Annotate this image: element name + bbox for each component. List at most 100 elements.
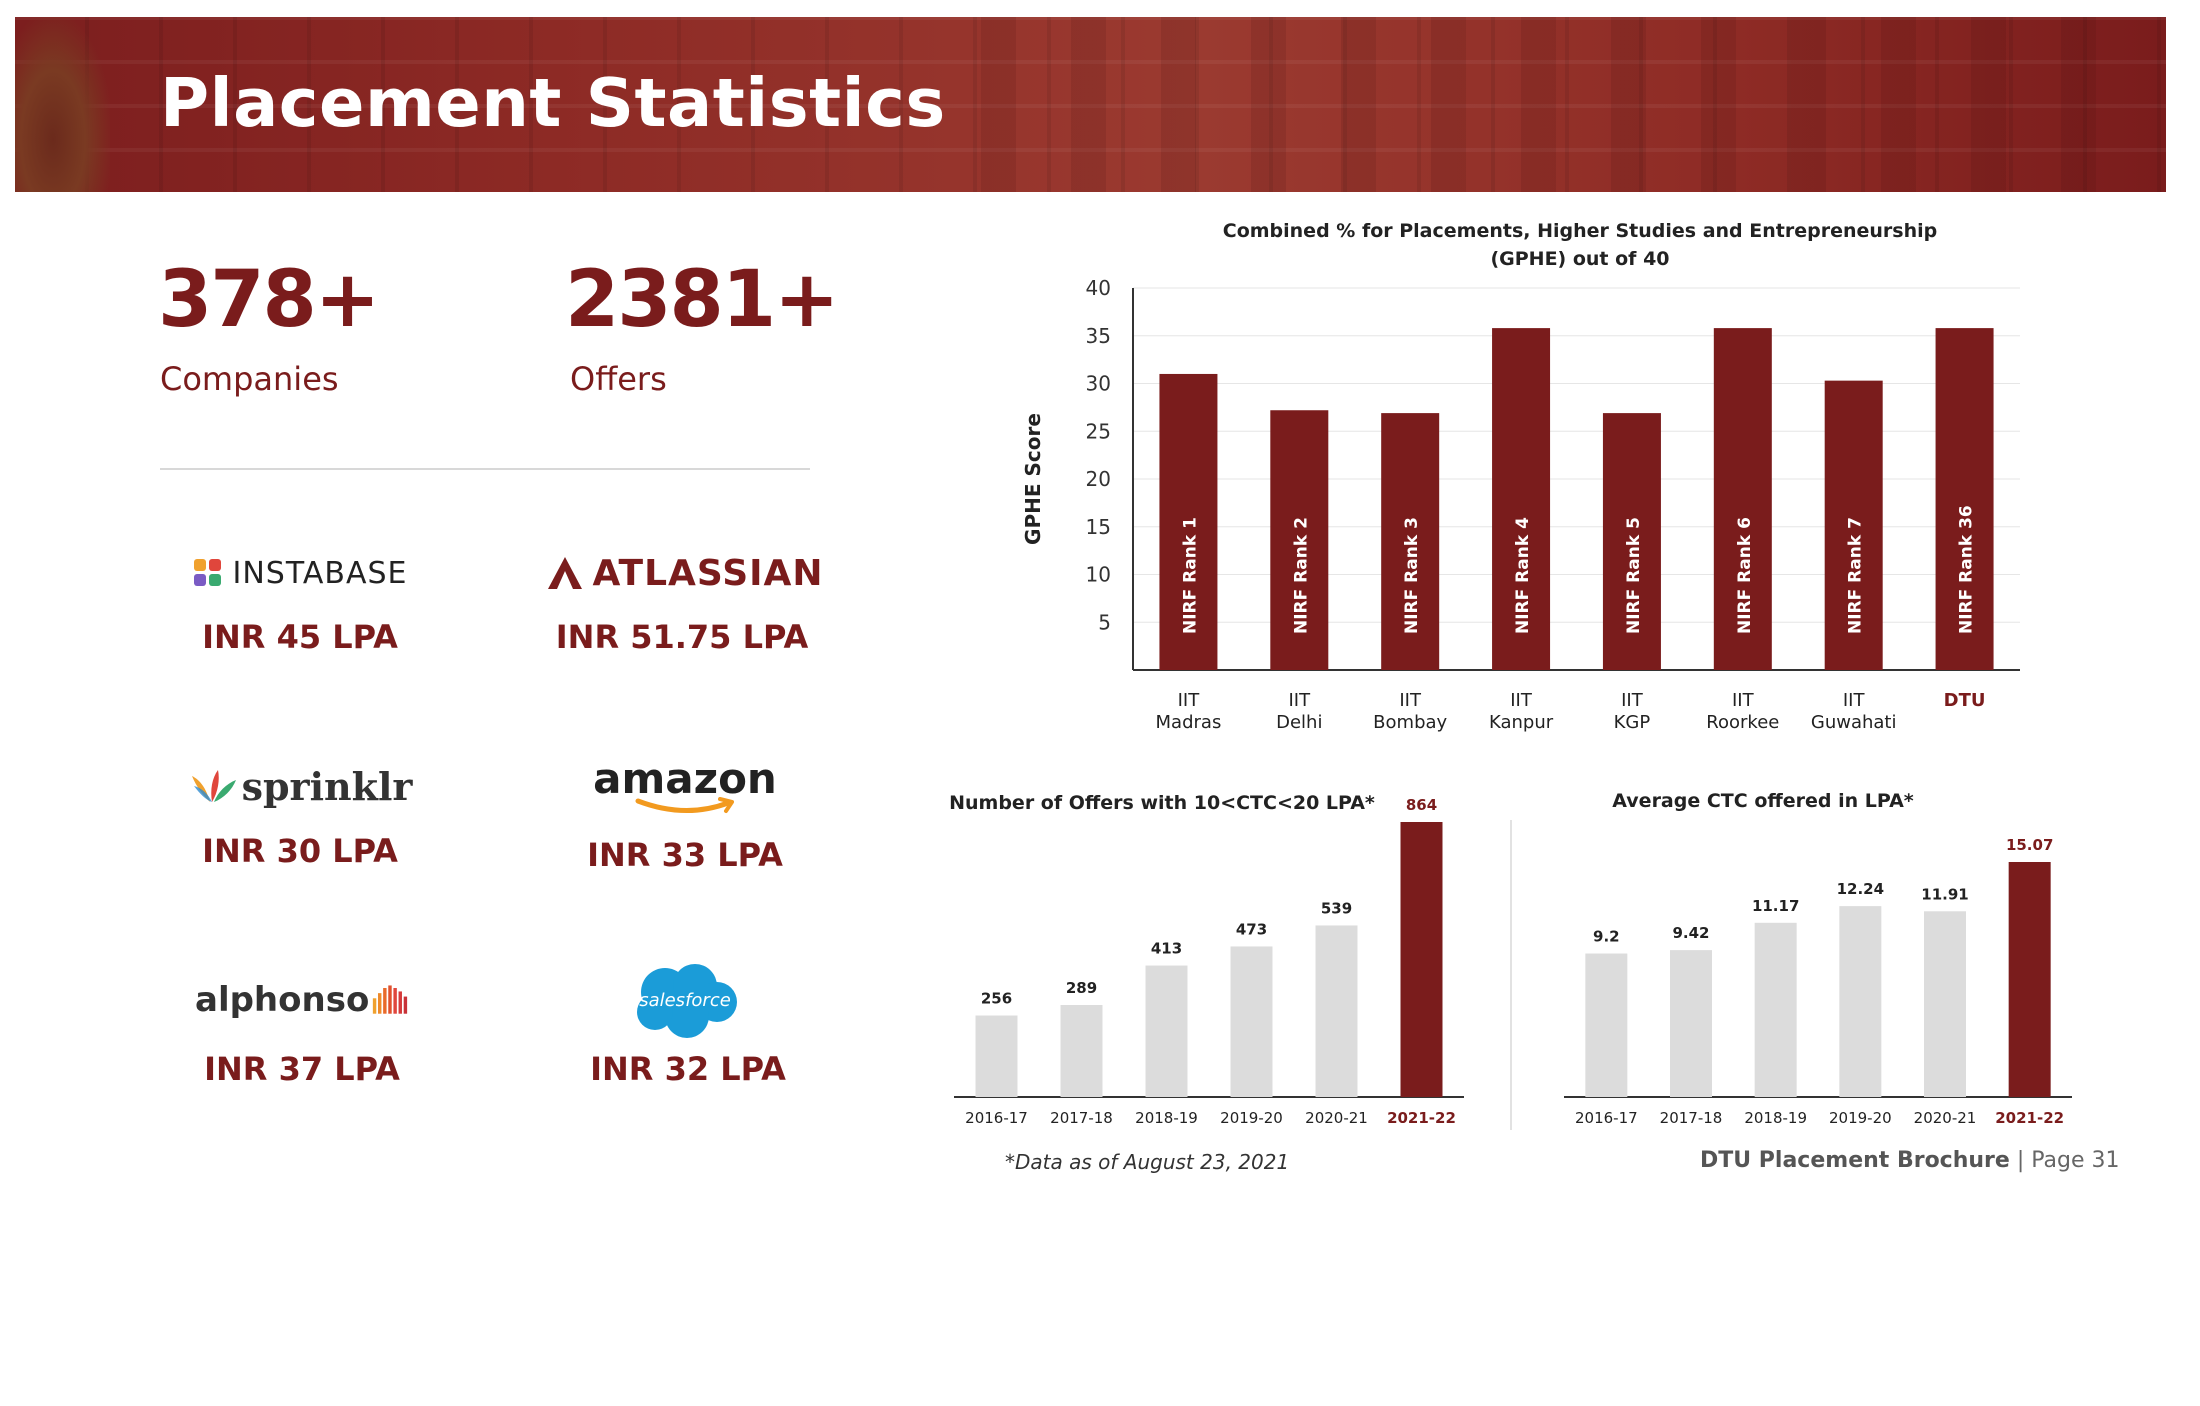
gphe-bar — [1159, 373, 1218, 670]
y-tick-label: 40 — [1086, 276, 1111, 300]
x-tick-label: KGP — [1614, 712, 1651, 733]
gphe-bar — [1602, 413, 1661, 670]
avg-ctc-bar-chart: Average CTC offered in LPA* 9.2 2016-17 9.4… — [1564, 790, 2072, 1127]
y-tick-label: 20 — [1086, 467, 1111, 491]
offers-label: Offers — [570, 360, 667, 398]
x-tick-label: 2019-20 — [1829, 1109, 1892, 1127]
atlassian-wordmark: ATLASSIAN — [592, 552, 824, 594]
x-tick-label: 2020-21 — [1305, 1109, 1368, 1127]
data-label: 473 — [1236, 920, 1267, 938]
footer-brand-name: DTU Placement Brochure — [1700, 1148, 2010, 1173]
x-tick-label: IIT — [1843, 690, 1866, 711]
salesforce-wordmark: salesforce — [639, 989, 731, 1011]
x-tick-label: 2017-18 — [1050, 1109, 1113, 1127]
footer-brand: DTU Placement Brochure | Page 31 — [1700, 1148, 2119, 1173]
x-tick-label: 2021-22 — [1995, 1109, 2064, 1127]
chart-title: Number of Offers with 10<CTC<20 LPA* — [949, 792, 1375, 814]
x-tick-label: Roorkee — [1706, 712, 1779, 733]
data-bar — [1754, 922, 1797, 1097]
page-title: Placement Statistics — [160, 64, 946, 142]
data-date-note: *Data as of August 23, 2021 — [1005, 1150, 1290, 1174]
atlassian-logo-icon — [548, 557, 583, 589]
offers-count: 2381+ — [565, 255, 839, 345]
data-bar — [1585, 953, 1628, 1097]
data-bar — [1315, 925, 1358, 1097]
y-tick-label: 15 — [1086, 515, 1111, 539]
bar-rank-label: NIRF Rank 3 — [1402, 517, 1422, 634]
amazon-logo: amazon — [585, 752, 785, 822]
companies-count: 378+ — [158, 255, 380, 345]
alphonso-logo: alphonso — [195, 975, 410, 1025]
salesforce-package: INR 32 LPA — [590, 1050, 786, 1088]
data-bar — [1924, 911, 1966, 1097]
bar-rank-label: NIRF Rank 7 — [1846, 517, 1866, 634]
data-label: 289 — [1066, 979, 1097, 997]
data-label: 11.17 — [1752, 897, 1799, 915]
x-tick-label: DTU — [1944, 690, 1986, 711]
instabase-logo: INSTABASE — [175, 548, 425, 598]
data-bar — [975, 1015, 1018, 1097]
x-tick-label: 2020-21 — [1914, 1109, 1977, 1127]
x-tick-label: IIT — [1399, 690, 1422, 711]
data-label: 413 — [1151, 940, 1182, 958]
y-tick-label: 5 — [1098, 610, 1111, 634]
data-label: 11.91 — [1921, 885, 1968, 903]
y-axis-label: GPHE Score — [1021, 413, 1045, 545]
y-tick-label: 10 — [1086, 563, 1111, 587]
data-label: 12.24 — [1837, 880, 1884, 898]
x-tick-label: Delhi — [1276, 712, 1322, 733]
companies-label: Companies — [160, 360, 339, 398]
x-tick-label: IIT — [1289, 690, 1312, 711]
chart-title: (GPHE) out of 40 — [1490, 248, 1669, 270]
data-label: 539 — [1321, 899, 1352, 917]
x-tick-label: 2019-20 — [1220, 1109, 1283, 1127]
bar-rank-label: NIRF Rank 4 — [1513, 517, 1533, 634]
amazon-wordmark: amazon — [593, 754, 777, 803]
bar-rank-label: NIRF Rank 1 — [1180, 517, 1200, 634]
instabase-package: INR 45 LPA — [202, 618, 398, 656]
bar-rank-label: NIRF Rank 6 — [1735, 517, 1755, 634]
data-label: 9.2 — [1593, 928, 1620, 946]
x-tick-label: IIT — [1732, 690, 1755, 711]
y-tick-label: 30 — [1086, 372, 1111, 396]
bar-rank-label: NIRF Rank 2 — [1291, 517, 1311, 634]
data-bar — [2008, 862, 2051, 1097]
charts-divider — [1510, 820, 1512, 1130]
footer-page-number: Page 31 — [2031, 1148, 2120, 1173]
amazon-package: INR 33 LPA — [587, 836, 783, 874]
instabase-wordmark: INSTABASE — [232, 555, 408, 591]
bar-rank-label: NIRF Rank 5 — [1624, 517, 1644, 634]
gphe-bar — [1935, 328, 1994, 670]
sprinklr-logo: sprinklr — [185, 758, 415, 814]
data-label: 9.42 — [1672, 924, 1709, 942]
x-tick-label: IIT — [1510, 690, 1533, 711]
x-tick-label: 2017-18 — [1660, 1109, 1723, 1127]
data-label: 864 — [1406, 796, 1437, 814]
gphe-bar — [1824, 380, 1883, 670]
x-tick-label: IIT — [1178, 690, 1201, 711]
atlassian-logo: ATLASSIAN — [540, 548, 830, 598]
data-bar — [1060, 1005, 1103, 1097]
alphonso-bars-icon — [373, 985, 408, 1014]
chart-title: Average CTC offered in LPA* — [1612, 790, 1914, 812]
data-bar — [1145, 965, 1188, 1097]
sprinklr-logo-icon — [191, 770, 236, 802]
data-label: 15.07 — [2006, 836, 2053, 854]
x-tick-label: Kanpur — [1489, 712, 1554, 733]
x-tick-label: 2016-17 — [1575, 1109, 1638, 1127]
gphe-bar — [1492, 328, 1551, 670]
instabase-logo-icon — [193, 559, 221, 586]
chart-title: Combined % for Placements, Higher Studie… — [1223, 220, 1938, 242]
amazon-smile-icon — [635, 797, 734, 813]
data-bar — [1230, 946, 1273, 1097]
data-bar — [1400, 822, 1443, 1097]
sprinklr-wordmark: sprinklr — [241, 763, 413, 809]
sprinklr-package: INR 30 LPA — [202, 832, 398, 870]
x-tick-label: Guwahati — [1811, 712, 1897, 733]
banner-tree-texture — [15, 17, 110, 192]
banner-building-texture — [926, 17, 2126, 192]
data-bar — [1670, 950, 1712, 1097]
alphonso-package: INR 37 LPA — [204, 1050, 400, 1088]
footer-separator: | — [2009, 1148, 2032, 1173]
offers-bar-chart: Number of Offers with 10<CTC<20 LPA* 256 2… — [949, 792, 1464, 1127]
